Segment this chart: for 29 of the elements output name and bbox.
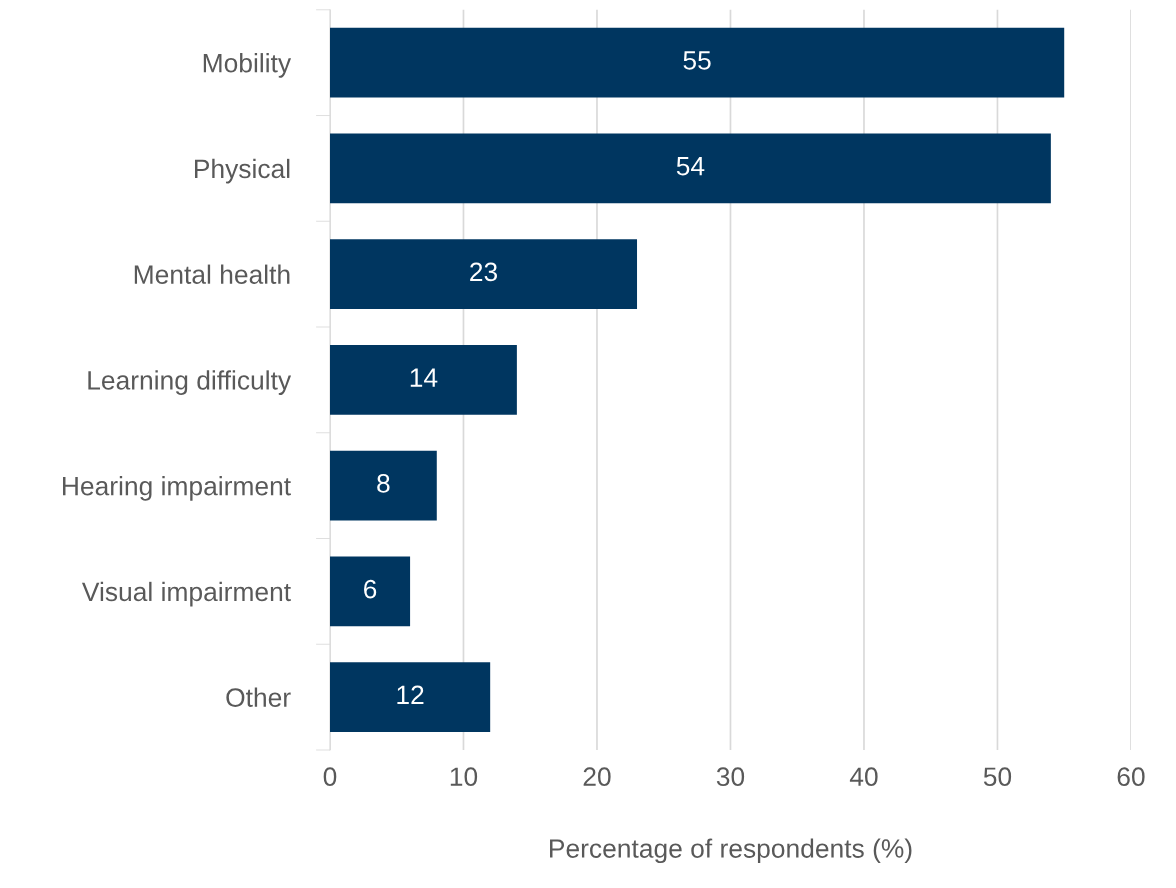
x-tick-label: 50 (983, 767, 1012, 787)
x-tick-label: 0 (323, 767, 337, 787)
data-label: 8 (377, 474, 390, 493)
bar (329, 133, 1051, 204)
x-axis-title: Percentage of respondents (%) (550, 838, 912, 864)
bar (329, 450, 437, 521)
y-tick-label: Physical (195, 158, 290, 184)
bar (329, 239, 638, 310)
y-tick-label: Mobility (203, 53, 292, 78)
y-tick-label: Visual impairment (81, 581, 291, 607)
x-tick-label: 40 (849, 767, 878, 787)
data-label: 6 (364, 579, 377, 599)
bar (329, 27, 1065, 98)
y-tick-label: Other (226, 687, 291, 707)
data-label: 54 (676, 157, 705, 176)
x-tick-label: 30 (716, 767, 745, 787)
bar (329, 662, 491, 733)
data-label: 14 (410, 368, 438, 387)
x-tick-label: 20 (583, 767, 611, 787)
y-tick-label: Mental health (134, 264, 290, 284)
bar (329, 556, 411, 627)
data-label: 23 (470, 262, 498, 282)
bar (329, 344, 517, 415)
data-label: 12 (397, 685, 424, 704)
data-label: 55 (683, 51, 711, 70)
x-tick-label: 10 (450, 767, 478, 787)
x-tick-label: 60 (1117, 767, 1145, 787)
y-tick-label: Learning difficulty (88, 370, 292, 395)
y-tick-label: Hearing impairment (63, 476, 291, 501)
